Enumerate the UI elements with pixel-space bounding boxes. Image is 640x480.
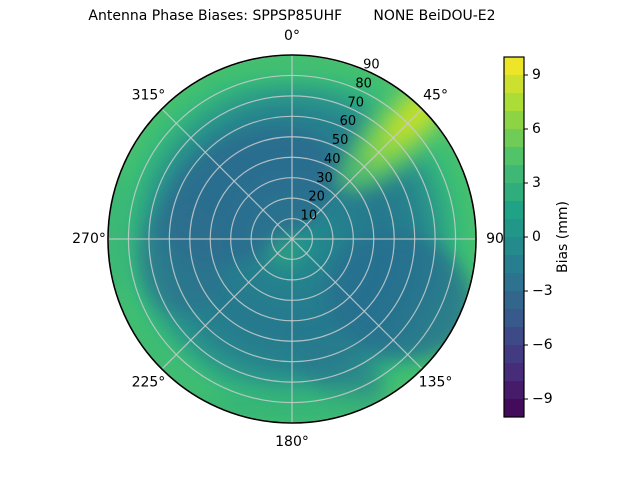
- chart-title: Antenna Phase Biases: SPPSP85UHF NONE Be…: [88, 8, 496, 24]
- field-blob-s-dark: [296, 339, 384, 405]
- radial-tick-label: 20: [308, 190, 325, 205]
- colorbar-band: [504, 363, 524, 382]
- colorbar-band: [504, 75, 524, 94]
- colorbar-band: [504, 57, 524, 76]
- colorbar-tick-label: −3: [532, 283, 553, 299]
- grid-spoke: [291, 238, 423, 370]
- polar-grid: [108, 55, 476, 423]
- grid-spoke: [161, 238, 293, 370]
- colorbar-band: [504, 399, 524, 418]
- field-blob-w-dark: [140, 203, 224, 313]
- colorbar-band: [504, 165, 524, 184]
- colorbar-band: [504, 345, 524, 364]
- radial-tick-label: 50: [332, 133, 349, 148]
- polar-axis-rim: [107, 54, 477, 424]
- radial-tick-label: 10: [301, 209, 318, 224]
- colorbar-band: [504, 309, 524, 328]
- theta-tick-label: 180°: [275, 434, 309, 450]
- field-glow-left-rim: [108, 165, 128, 315]
- colorbar-band: [504, 381, 524, 400]
- colorbar-band: [504, 291, 524, 310]
- colorbar: 9 6 3 0 −3 −6 −9 Bias (mm): [503, 56, 571, 418]
- radial-tick-label: 40: [324, 152, 341, 167]
- colorbar-band: [504, 183, 524, 202]
- colorbar-tick-label: −6: [532, 337, 553, 353]
- theta-tick-label: 45°: [423, 87, 448, 103]
- colorbar-band: [504, 273, 524, 292]
- colorbar-tick-label: −9: [532, 391, 553, 407]
- colorbar-tick-label: 9: [532, 67, 541, 83]
- colorbar-tick-label: 3: [532, 175, 541, 191]
- grid-spoke: [161, 108, 293, 240]
- radial-tick-label: 60: [340, 114, 357, 129]
- colorbar-band: [504, 219, 524, 238]
- colorbar-band: [504, 327, 524, 346]
- theta-tick-label: 0°: [284, 28, 300, 44]
- theta-tick-label: 225°: [132, 375, 166, 391]
- radial-tick-label: 80: [355, 76, 372, 91]
- colorbar-band: [504, 129, 524, 148]
- theta-tick-label: 270°: [72, 231, 106, 247]
- colorbar-band: [504, 255, 524, 274]
- theta-tick-label: 135°: [419, 375, 453, 391]
- theta-tick-label: 315°: [132, 87, 166, 103]
- grid-spoke: [291, 108, 423, 240]
- field-glow-bottom-rim: [195, 390, 385, 423]
- colorbar-tick-label: 6: [532, 121, 541, 137]
- colorbar-band: [504, 237, 524, 256]
- theta-tick-label: 90: [486, 231, 504, 247]
- colorbar-tick-label: 0: [532, 229, 541, 245]
- radial-tick-label: 90: [363, 58, 380, 73]
- colorbar-band: [504, 147, 524, 166]
- colorbar-band: [504, 93, 524, 112]
- colorbar-axis-label: Bias (mm): [555, 201, 571, 273]
- radial-tick-labels: 10 20 30 40 50 60 70 80 90: [301, 58, 380, 224]
- colorbar-band: [504, 111, 524, 130]
- theta-tick-labels: 0° 45° 90 135° 180° 225° 270° 315°: [72, 28, 504, 450]
- colorbar-band: [504, 201, 524, 220]
- radial-tick-label: 30: [316, 171, 333, 186]
- radial-tick-label: 70: [347, 95, 364, 110]
